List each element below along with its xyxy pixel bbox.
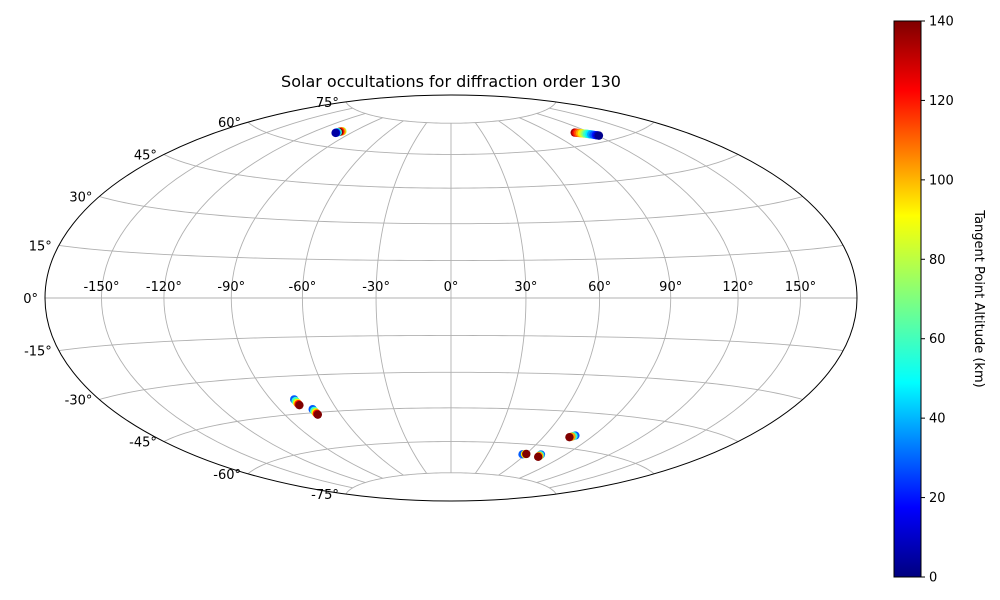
colorbar: 0 20 40 60 80 100 120 140 Tangent Point Altitud…: [893, 15, 986, 586]
map-boundary: [44, 94, 858, 502]
parallel-line: [99, 196, 803, 225]
longitude-tick-label: 30°: [514, 280, 537, 295]
latitude-tick-label: 45°: [134, 149, 157, 164]
latitude-tick-label: -15°: [24, 345, 52, 360]
longitude-tick-labels: -150° -120° -90° -60° -30° 0° 30° 60° 90° 120° 150…: [83, 280, 816, 295]
latitude-tick-label: -45°: [129, 436, 157, 451]
occultation-points: [290, 127, 604, 462]
graticule-grid: [45, 101, 857, 495]
chart-title: Solar occultations for diffraction order…: [281, 72, 621, 91]
latitude-tick-label: -30°: [65, 394, 93, 409]
latitude-tick-label: 15°: [29, 240, 52, 255]
parallel-line: [163, 154, 739, 189]
colorbar-tick-label: 140: [929, 15, 954, 30]
longitude-tick-label: -150°: [83, 280, 119, 295]
longitude-tick-label: -90°: [217, 280, 245, 295]
longitude-tick-label: 150°: [785, 280, 816, 295]
colorbar-tick-label: 20: [929, 491, 946, 506]
latitude-tick-label: 75°: [316, 96, 339, 111]
latitude-tick-labels: 75° 60° 45° 30° 15° 0° -15° -30° -45° -60° -75°: [23, 96, 339, 503]
colorbar-tick-label: 0: [929, 571, 937, 586]
longitude-tick-label: 0°: [444, 280, 459, 295]
latitude-tick-label: 60°: [218, 116, 241, 131]
occultation-point: [331, 128, 340, 138]
latitude-tick-label: -60°: [213, 468, 241, 483]
colorbar-tick-label: 60: [929, 332, 946, 347]
colorbar-label: Tangent Point Altitude (km): [971, 209, 986, 387]
parallel-line: [99, 371, 803, 400]
longitude-tick-label: -120°: [146, 280, 182, 295]
occultation-point: [565, 432, 574, 442]
colorbar-tick-label: 120: [929, 94, 954, 109]
longitude-tick-label: 60°: [588, 280, 611, 295]
parallel-line: [247, 441, 655, 475]
parallel-line: [58, 335, 844, 351]
occultation-point: [594, 131, 604, 140]
parallel-line: [345, 101, 557, 124]
colorbar-tick-label: 80: [929, 253, 946, 268]
longitude-tick-label: 90°: [659, 280, 682, 295]
occultation-point: [313, 410, 323, 419]
parallel-line: [247, 121, 655, 155]
colorbar-gradient: [893, 20, 922, 578]
occultation-point: [533, 452, 543, 462]
parallel-line: [345, 472, 557, 495]
colorbar-ticks: 0 20 40 60 80 100 120 140: [921, 15, 954, 586]
occultation-point: [522, 449, 531, 459]
longitude-tick-label: -30°: [362, 280, 390, 295]
parallel-line: [58, 245, 844, 261]
latitude-tick-label: -75°: [311, 488, 339, 503]
colorbar-tick-label: 100: [929, 173, 954, 188]
latitude-tick-label: 30°: [69, 191, 92, 206]
longitude-tick-label: -60°: [289, 280, 317, 295]
colorbar-tick-label: 40: [929, 412, 946, 427]
parallel-line: [163, 407, 739, 442]
occultation-point: [295, 400, 304, 410]
latitude-tick-label: 0°: [23, 292, 38, 307]
longitude-tick-label: 120°: [722, 280, 753, 295]
